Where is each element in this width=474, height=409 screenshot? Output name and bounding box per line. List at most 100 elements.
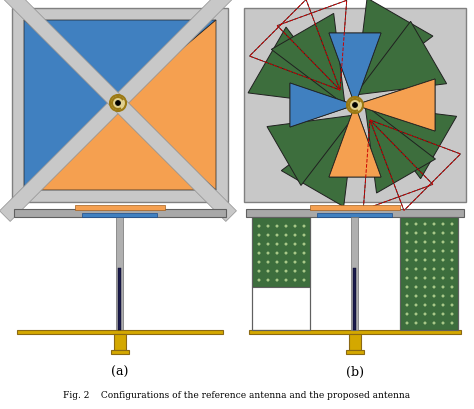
Circle shape <box>275 234 279 236</box>
Polygon shape <box>0 98 123 221</box>
Polygon shape <box>0 0 123 108</box>
Circle shape <box>450 312 454 315</box>
Circle shape <box>293 243 297 245</box>
Circle shape <box>116 101 120 106</box>
Circle shape <box>423 258 427 261</box>
Bar <box>346 350 364 354</box>
Circle shape <box>450 267 454 270</box>
Polygon shape <box>24 20 216 103</box>
Polygon shape <box>244 8 466 202</box>
Circle shape <box>284 252 288 254</box>
Polygon shape <box>355 79 435 131</box>
Bar <box>111 350 129 354</box>
Circle shape <box>423 240 427 243</box>
Circle shape <box>353 103 357 108</box>
Circle shape <box>450 222 454 225</box>
Polygon shape <box>24 20 118 190</box>
Circle shape <box>441 240 445 243</box>
Circle shape <box>405 240 409 243</box>
Circle shape <box>257 225 261 227</box>
Circle shape <box>284 270 288 272</box>
Circle shape <box>284 225 288 227</box>
Bar <box>249 330 461 334</box>
Circle shape <box>275 270 279 272</box>
Bar <box>14 209 226 217</box>
Polygon shape <box>355 0 433 95</box>
Polygon shape <box>329 33 381 105</box>
Circle shape <box>266 270 270 272</box>
Circle shape <box>423 267 427 270</box>
Circle shape <box>405 294 409 297</box>
Circle shape <box>441 285 445 288</box>
Circle shape <box>414 294 418 297</box>
Circle shape <box>414 222 418 225</box>
Circle shape <box>441 303 445 306</box>
Bar <box>17 330 223 334</box>
Circle shape <box>432 321 436 324</box>
Bar <box>114 334 126 350</box>
Circle shape <box>450 240 454 243</box>
Circle shape <box>423 276 427 279</box>
Circle shape <box>293 270 297 272</box>
Circle shape <box>405 222 409 225</box>
Bar <box>252 217 310 330</box>
Circle shape <box>405 276 409 279</box>
Circle shape <box>405 267 409 270</box>
Circle shape <box>405 231 409 234</box>
Circle shape <box>257 252 261 254</box>
Circle shape <box>450 231 454 234</box>
Circle shape <box>423 231 427 234</box>
Polygon shape <box>355 21 447 95</box>
Circle shape <box>450 303 454 306</box>
Circle shape <box>275 279 279 281</box>
Circle shape <box>293 225 297 227</box>
Circle shape <box>441 276 445 279</box>
Polygon shape <box>365 105 436 193</box>
Polygon shape <box>271 13 345 105</box>
Bar <box>318 213 392 217</box>
Circle shape <box>414 258 418 261</box>
Circle shape <box>450 294 454 297</box>
Circle shape <box>405 258 409 261</box>
Bar <box>12 207 228 358</box>
Polygon shape <box>12 8 228 202</box>
Circle shape <box>432 303 436 306</box>
Circle shape <box>450 258 454 261</box>
Circle shape <box>441 321 445 324</box>
Circle shape <box>423 321 427 324</box>
Circle shape <box>302 270 306 272</box>
Circle shape <box>284 234 288 236</box>
Text: Fig. 2    Configurations of the reference antenna and the proposed antenna: Fig. 2 Configurations of the reference a… <box>64 391 410 400</box>
Circle shape <box>257 261 261 263</box>
Circle shape <box>423 285 427 288</box>
Circle shape <box>432 276 436 279</box>
Circle shape <box>266 234 270 236</box>
Circle shape <box>414 285 418 288</box>
Circle shape <box>302 261 306 263</box>
Circle shape <box>414 231 418 234</box>
Bar <box>252 287 310 330</box>
Circle shape <box>423 222 427 225</box>
Circle shape <box>405 285 409 288</box>
Bar <box>352 217 358 330</box>
Polygon shape <box>113 0 237 108</box>
Circle shape <box>423 312 427 315</box>
Circle shape <box>347 97 363 113</box>
Circle shape <box>441 231 445 234</box>
Polygon shape <box>329 33 381 105</box>
Polygon shape <box>329 105 381 177</box>
Bar <box>310 205 400 210</box>
Bar <box>400 217 458 330</box>
Circle shape <box>414 267 418 270</box>
Circle shape <box>302 234 306 236</box>
Circle shape <box>110 95 126 111</box>
Circle shape <box>293 279 297 281</box>
Bar <box>252 217 310 287</box>
Circle shape <box>293 261 297 263</box>
Bar <box>400 217 458 330</box>
Circle shape <box>414 249 418 252</box>
Bar <box>354 268 356 330</box>
Circle shape <box>284 243 288 245</box>
Circle shape <box>414 321 418 324</box>
Circle shape <box>450 285 454 288</box>
